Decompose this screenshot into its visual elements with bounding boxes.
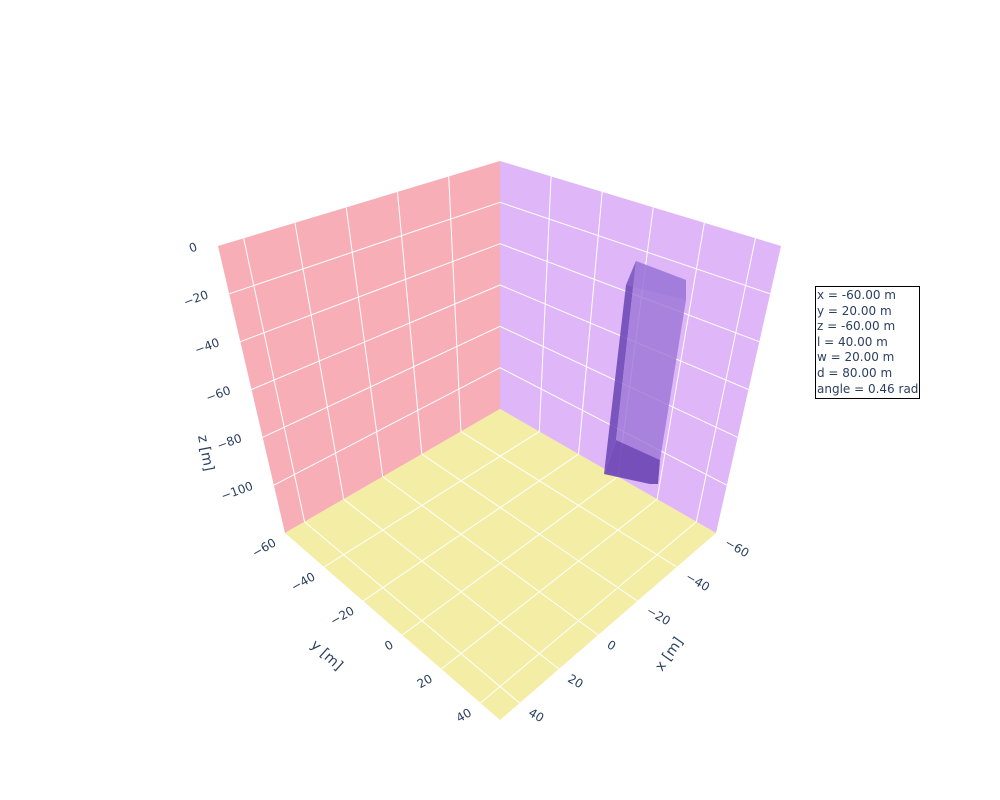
z-tick-label: −20 bbox=[182, 287, 211, 309]
box-face-top[interactable] bbox=[626, 261, 686, 300]
z-tick-label: −100 bbox=[219, 479, 255, 503]
box-face-front[interactable] bbox=[616, 261, 686, 460]
box-annotation: x = -60.00 m y = 20.00 m z = -60.00 m l … bbox=[815, 286, 921, 400]
y-tick-label: 40 bbox=[454, 705, 474, 725]
grid-line bbox=[421, 453, 638, 602]
y-tick-label: −40 bbox=[289, 569, 318, 594]
grid-line bbox=[240, 243, 501, 343]
x-tick-label: 40 bbox=[526, 705, 546, 725]
z-tick-label: −80 bbox=[215, 431, 244, 453]
x-tick-label: 20 bbox=[565, 671, 585, 691]
y-tick-label: −60 bbox=[250, 535, 279, 560]
grid-line bbox=[441, 498, 658, 670]
grid-line bbox=[251, 284, 501, 390]
annotation-d: d = 80.00 m bbox=[817, 365, 893, 380]
grid-line bbox=[273, 367, 501, 486]
y-tick-label: −20 bbox=[328, 603, 357, 628]
y-tick-label: 0 bbox=[382, 637, 396, 653]
grid-line bbox=[499, 201, 771, 295]
x-tick-label: −60 bbox=[723, 535, 752, 560]
grid-line bbox=[382, 476, 599, 636]
y-axis-title: y [m] bbox=[307, 637, 345, 674]
z-tick-label: 0 bbox=[187, 240, 199, 256]
x-axis-title: x [m] bbox=[652, 635, 686, 675]
box-volume[interactable] bbox=[604, 261, 686, 484]
x-tick-label: 0 bbox=[605, 637, 619, 653]
z-tick-label: −40 bbox=[193, 335, 222, 357]
x-tick-label: −40 bbox=[683, 569, 712, 594]
annotation-x: x = -60.00 m bbox=[817, 288, 896, 302]
z-axis-title: z [m] bbox=[194, 434, 217, 473]
grid-line bbox=[480, 521, 697, 704]
z-tick-label: −60 bbox=[204, 383, 233, 405]
grid-line bbox=[323, 431, 540, 568]
annotation-w: w = 20.00 m bbox=[817, 350, 895, 365]
xz-wall bbox=[218, 161, 500, 533]
annotation-l: l = 40.00 m bbox=[817, 334, 888, 349]
grid-line bbox=[401, 476, 619, 636]
y-tick-label: 20 bbox=[415, 671, 435, 691]
floor-plane bbox=[285, 409, 716, 720]
grid-line bbox=[362, 453, 579, 602]
annotation-y: y = 20.00 m bbox=[817, 303, 892, 318]
grid-line bbox=[460, 431, 677, 568]
grid-lines bbox=[229, 176, 771, 704]
x-tick-label: −20 bbox=[644, 603, 673, 628]
annotation-z: z = -60.00 m bbox=[817, 319, 896, 334]
grid-line bbox=[229, 201, 501, 295]
box-face-left[interactable] bbox=[604, 261, 636, 474]
box-face-bottom[interactable] bbox=[604, 440, 660, 484]
annotation-angle: angle = 0.46 rad bbox=[817, 381, 919, 396]
grid-line bbox=[304, 521, 520, 704]
grid-line bbox=[343, 498, 560, 670]
grid-line bbox=[262, 325, 501, 438]
